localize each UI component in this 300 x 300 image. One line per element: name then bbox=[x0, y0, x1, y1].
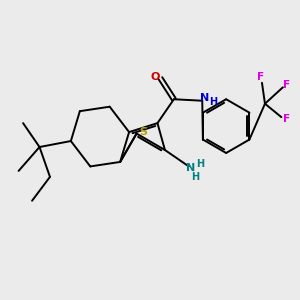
Text: F: F bbox=[257, 72, 264, 82]
Text: H: H bbox=[196, 159, 204, 169]
Text: F: F bbox=[283, 114, 290, 124]
Text: N: N bbox=[200, 93, 209, 103]
Text: N: N bbox=[186, 163, 195, 173]
Text: H: H bbox=[209, 97, 218, 107]
Text: H: H bbox=[191, 172, 199, 182]
Text: O: O bbox=[150, 72, 160, 82]
Text: S: S bbox=[139, 127, 147, 137]
Text: F: F bbox=[283, 80, 290, 90]
